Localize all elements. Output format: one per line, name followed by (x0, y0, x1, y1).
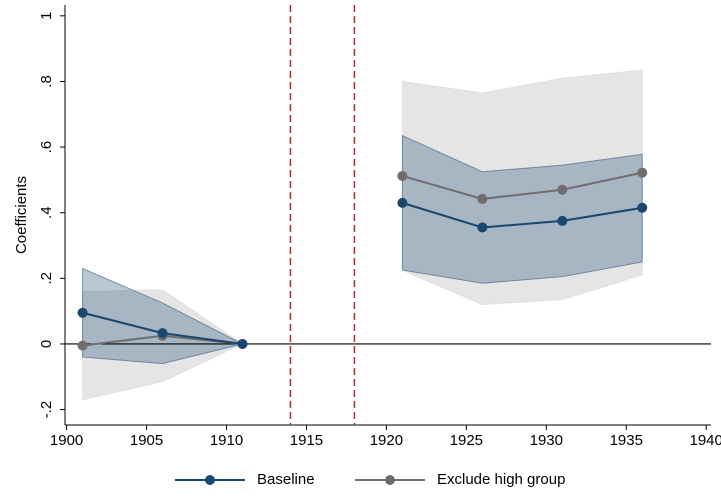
y-axis-label: Coefficients (13, 176, 30, 254)
point (77, 340, 88, 351)
confidence-band (401, 134, 643, 284)
point (477, 193, 488, 204)
x-tick-label: 1925 (450, 432, 483, 449)
point (397, 170, 408, 181)
point (637, 167, 648, 178)
confidence-band (401, 69, 643, 306)
point (237, 338, 248, 349)
x-tick-label: 1900 (50, 432, 83, 449)
legend-marker (385, 475, 395, 485)
point (557, 184, 568, 195)
x-tick-label: 1905 (130, 432, 163, 449)
confidence-band (82, 289, 244, 401)
point (157, 328, 168, 339)
legend-label: Baseline (257, 471, 315, 488)
y-tick-label: 0 (38, 340, 55, 348)
y-tick-label: .8 (38, 75, 55, 88)
y-tick-label: .6 (38, 141, 55, 154)
y-tick-label: .4 (38, 206, 55, 219)
point (557, 215, 568, 226)
x-tick-label: 1920 (370, 432, 403, 449)
point (397, 197, 408, 208)
x-tick-label: 1915 (290, 432, 323, 449)
x-tick-label: 1910 (210, 432, 243, 449)
y-tick-label: 1 (38, 12, 55, 20)
legend-label: Exclude high group (437, 471, 565, 488)
point (77, 307, 88, 318)
y-tick-label: .2 (38, 272, 55, 285)
x-tick-label: 1935 (610, 432, 643, 449)
confidence-band (82, 267, 244, 365)
x-tick-label: 1930 (530, 432, 563, 449)
point (477, 222, 488, 233)
legend-marker (205, 475, 215, 485)
point (637, 202, 648, 213)
x-tick-label: 1940 (690, 432, 721, 449)
y-tick-label: -.2 (38, 401, 55, 419)
